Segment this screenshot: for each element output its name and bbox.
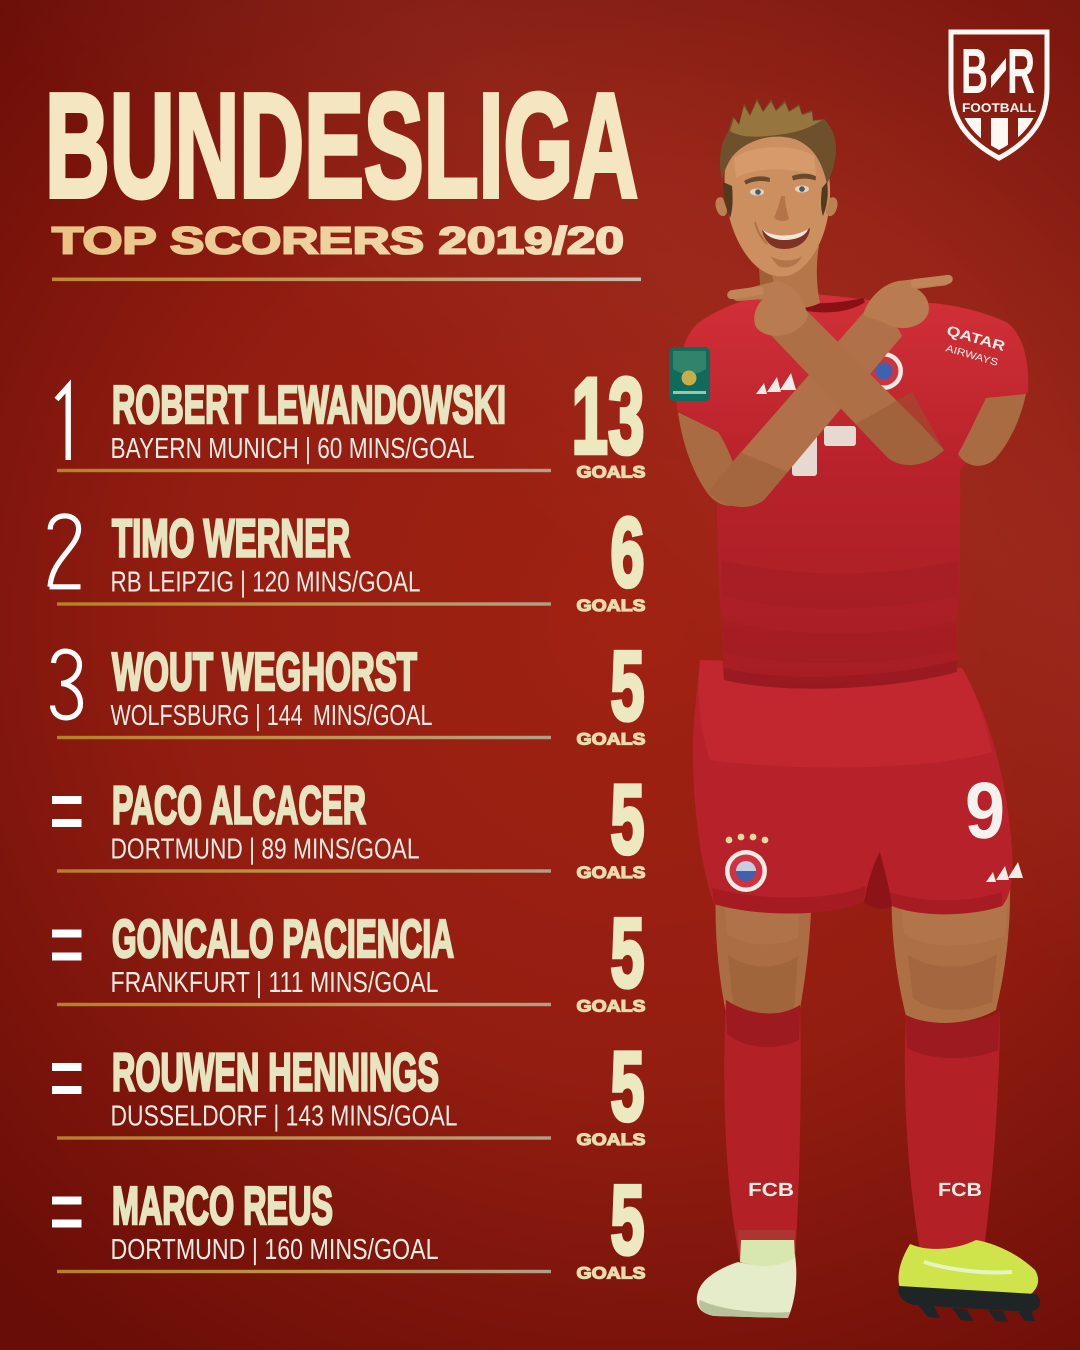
svg-text:5: 5 [611, 764, 645, 874]
svg-text:5: 5 [611, 1164, 645, 1274]
svg-text:DORTMUND | 89 MINS/GOAL: DORTMUND | 89 MINS/GOAL [111, 834, 420, 866]
svg-text:TIMO WERNER: TIMO WERNER [112, 509, 350, 568]
svg-text:GOALS: GOALS [577, 464, 646, 482]
svg-text:DORTMUND | 160 MINS/GOAL: DORTMUND | 160 MINS/GOAL [111, 1234, 439, 1266]
svg-text:DUSSELDORF | 143 MINS/GOAL: DUSSELDORF | 143 MINS/GOAL [111, 1101, 458, 1133]
svg-text:5: 5 [611, 897, 645, 1007]
svg-text:FCB: FCB [938, 1180, 982, 1201]
svg-text:B: B [961, 35, 988, 107]
svg-text:GONCALO PACIENCIA: GONCALO PACIENCIA [112, 910, 454, 969]
svg-text:GOALS: GOALS [577, 597, 646, 615]
svg-text:5: 5 [611, 1031, 645, 1141]
svg-text:GOALS: GOALS [577, 998, 646, 1016]
svg-text:13: 13 [572, 355, 645, 476]
svg-text:PACO ALCACER: PACO ALCACER [112, 776, 366, 835]
svg-text:TOP SCORERS 2019/20: TOP SCORERS 2019/20 [52, 221, 624, 263]
svg-text:R: R [1007, 35, 1035, 107]
svg-text:RB LEIPZIG | 120 MINS/GOAL: RB LEIPZIG | 120 MINS/GOAL [111, 567, 421, 599]
svg-text:FCB: FCB [748, 1180, 794, 1201]
svg-text:WOUT WEGHORST: WOUT WEGHORST [112, 643, 417, 702]
svg-text:FOOTBALL: FOOTBALL [962, 101, 1036, 115]
svg-text:BAYERN MUNICH | 60 MINS/GOAL: BAYERN MUNICH | 60 MINS/GOAL [111, 433, 475, 465]
svg-text:5: 5 [611, 630, 645, 740]
svg-text:MARCO REUS: MARCO REUS [112, 1177, 333, 1236]
svg-text:GOALS: GOALS [577, 864, 646, 882]
svg-text:GOALS: GOALS [577, 1265, 646, 1283]
svg-text:BUNDESLIGA: BUNDESLIGA [45, 64, 638, 229]
svg-text:GOALS: GOALS [577, 1131, 646, 1149]
svg-text:6: 6 [611, 497, 645, 607]
svg-text:FRANKFURT | 111 MINS/GOAL: FRANKFURT | 111 MINS/GOAL [111, 967, 439, 999]
svg-text:ROBERT LEWANDOWSKI: ROBERT LEWANDOWSKI [112, 376, 506, 435]
svg-text:GOALS: GOALS [577, 731, 646, 749]
svg-text:ROUWEN HENNINGS: ROUWEN HENNINGS [112, 1043, 439, 1102]
svg-text:9: 9 [965, 766, 1005, 855]
svg-text:WOLFSBURG | 144 MINS/GOAL: WOLFSBURG | 144 MINS/GOAL [111, 700, 433, 732]
